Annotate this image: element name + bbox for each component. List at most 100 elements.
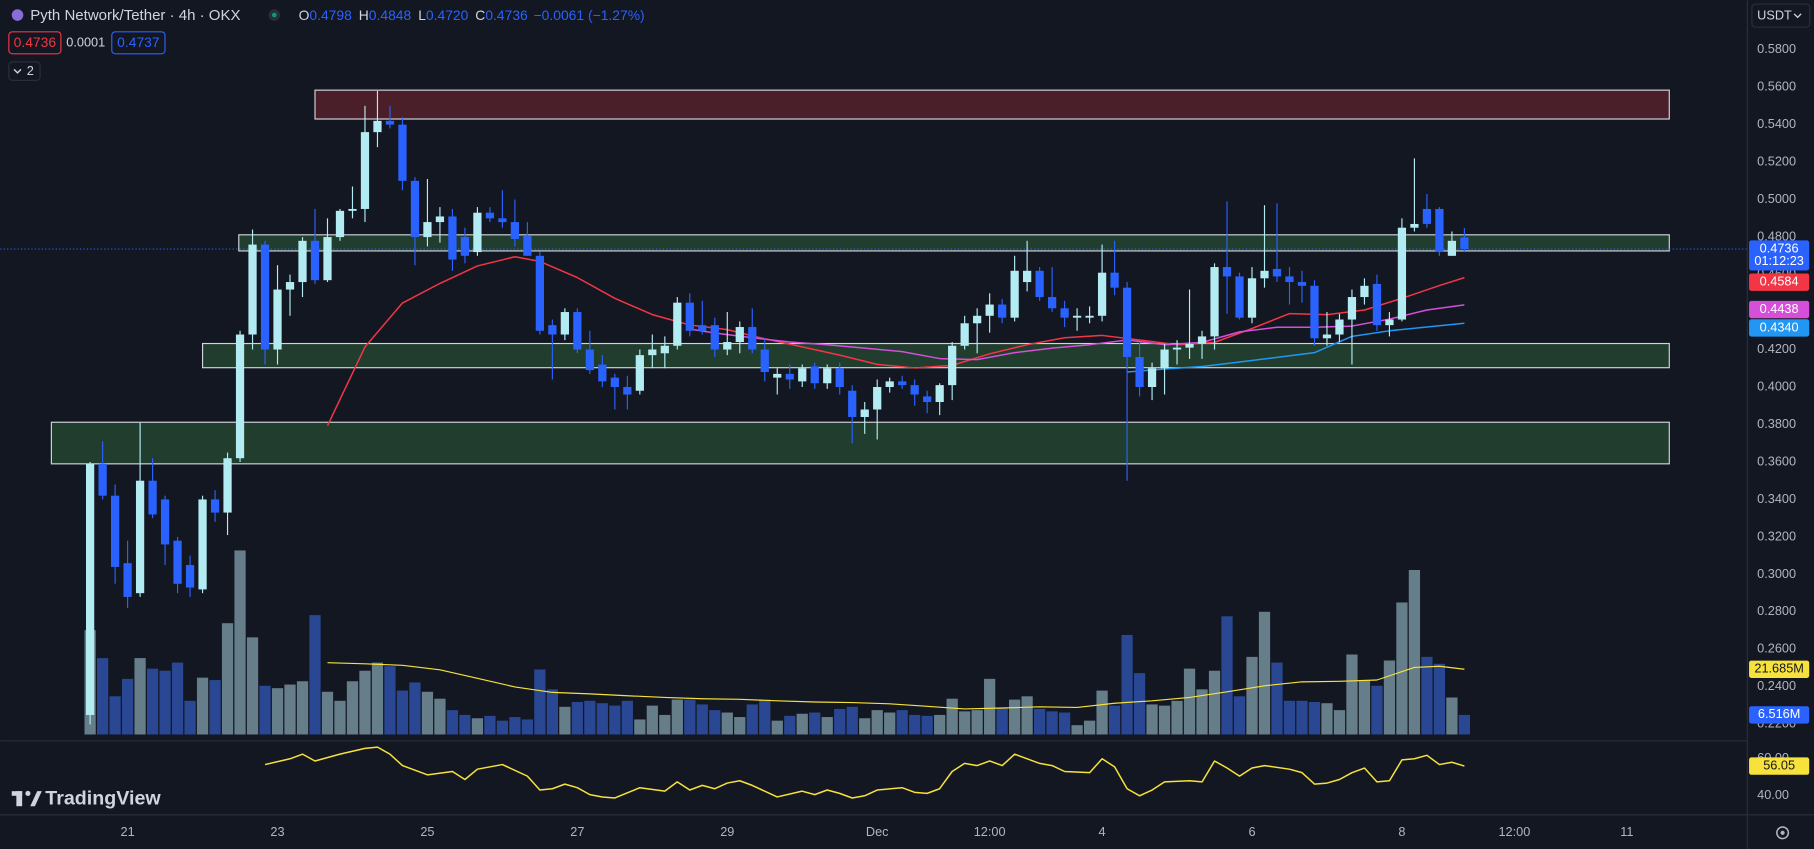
ohlc-key: H: [359, 7, 369, 23]
volume-bar: [809, 712, 821, 735]
candle-body: [1110, 272, 1119, 288]
candle-body: [448, 216, 457, 260]
axis-badge: [1749, 757, 1810, 775]
candle-body: [823, 368, 832, 384]
candle-body: [185, 565, 195, 588]
buy-button[interactable]: [111, 31, 166, 55]
logo-shape: [30, 791, 42, 807]
volume-bar: [1233, 696, 1246, 735]
currency-selector: USDT: [1751, 3, 1811, 28]
x-tick-label: 27: [570, 824, 584, 839]
volume-bar: [359, 670, 371, 735]
volume-bar: [1408, 569, 1421, 735]
candle-body: [110, 495, 120, 567]
volume-bar: [759, 699, 771, 735]
candle-body: [873, 387, 882, 410]
axis-badge: [1749, 240, 1810, 271]
volume-bar: [796, 713, 808, 735]
y-tick-label: 0.5400: [1757, 116, 1796, 131]
volume-ma-line: [327, 662, 1465, 710]
symbol-header: Pyth Network/Tether · 4h · OKX O0.4798 H0…: [11, 7, 645, 24]
indicators-toggle[interactable]: [8, 61, 41, 81]
volume-bar: [559, 706, 571, 735]
volume-bar: [446, 710, 459, 735]
candle-body: [1410, 223, 1419, 228]
volume-bar: [1033, 708, 1046, 735]
settings-button[interactable]: [1776, 826, 1790, 840]
volume-bar: [659, 714, 671, 735]
volume-bar: [534, 669, 546, 735]
candle-body: [1385, 319, 1394, 326]
candle-body: [535, 255, 545, 331]
candle-body: [648, 349, 657, 356]
candle-body: [1297, 282, 1307, 286]
volume-bar: [1383, 660, 1396, 735]
candle-body: [348, 208, 357, 211]
candle-body: [410, 180, 420, 238]
candle-body: [1435, 208, 1444, 253]
y-tick-label: 0.3400: [1757, 491, 1796, 506]
volume-bar: [271, 688, 284, 735]
candle-body: [698, 325, 707, 331]
candle-body: [1447, 240, 1457, 256]
candle-body: [135, 480, 145, 594]
volume-bar: [284, 684, 296, 735]
axis-badge-label: 0.4438: [1760, 301, 1799, 316]
candle-body: [685, 302, 694, 331]
candle-body: [298, 240, 307, 283]
candle-body: [235, 334, 245, 459]
volume-bar: [396, 690, 409, 735]
symbol-title: Pyth Network/Tether · 4h · OKX: [30, 7, 240, 24]
spread: 0.0001: [66, 35, 105, 50]
candle-body: [585, 349, 594, 371]
rsi-line: [264, 746, 1465, 799]
volume-bar: [309, 615, 321, 735]
currency: USDT: [1757, 8, 1792, 23]
volume-bar: [671, 699, 683, 735]
volume-bar: [1296, 700, 1308, 735]
currency-button[interactable]: [1751, 3, 1811, 28]
volume-bar: [546, 689, 558, 735]
volume-bar: [1458, 714, 1471, 735]
candle-body: [1010, 270, 1019, 318]
volume-bar: [1246, 656, 1258, 735]
candle-body: [1047, 297, 1057, 309]
candle-body: [523, 235, 532, 256]
y-tick-label: 0.4000: [1757, 378, 1796, 393]
volume-bar: [259, 685, 271, 735]
candle-body: [1372, 283, 1382, 326]
volume-bar: [646, 705, 658, 735]
candle-body: [910, 385, 919, 395]
candle-body: [335, 210, 345, 238]
volume-bar: [346, 681, 359, 735]
sell-button[interactable]: [8, 31, 62, 55]
volume-bar: [1346, 654, 1358, 735]
y-tick-label: 0.2800: [1757, 603, 1796, 618]
moving-average-line: [1127, 322, 1465, 373]
price-zone: [201, 342, 1670, 369]
volume-bar: [609, 705, 621, 735]
x-tick-label: 29: [720, 824, 734, 839]
candle-body: [1097, 272, 1107, 316]
candle-body: [173, 540, 182, 584]
volume-bar: [109, 696, 121, 735]
volume-bar: [434, 698, 446, 735]
candle-body: [273, 289, 282, 350]
candle-body: [285, 282, 295, 290]
axis-badge: [1749, 706, 1810, 724]
brand-logo: TradingView: [11, 787, 161, 809]
candle-body: [935, 385, 944, 402]
volume-bar: [221, 623, 234, 735]
candle-body: [810, 366, 819, 384]
volume-bar: [209, 680, 221, 735]
volume-bar: [1009, 699, 1021, 735]
y-tick-label: 0.4800: [1757, 228, 1796, 243]
volume-bar: [1421, 656, 1433, 735]
volume-bar: [484, 715, 496, 735]
candle-body: [860, 409, 869, 417]
volume-bar: [1321, 703, 1333, 735]
candle-body: [1160, 349, 1169, 369]
rsi-tick-label: 40.00: [1757, 787, 1789, 802]
